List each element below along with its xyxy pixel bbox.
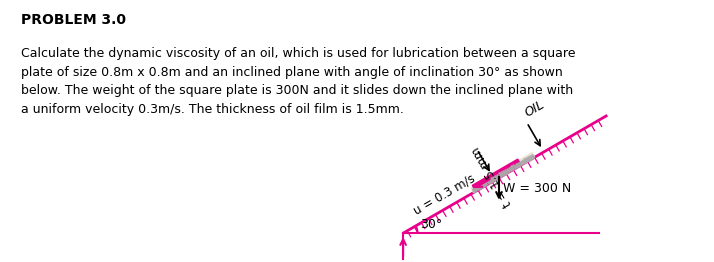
Polygon shape xyxy=(473,159,521,191)
Text: Calculate the dynamic viscosity of an oil, which is used for lubrication between: Calculate the dynamic viscosity of an oi… xyxy=(21,47,576,116)
Polygon shape xyxy=(471,153,535,193)
Text: u = 0.3 m/s: u = 0.3 m/s xyxy=(411,172,478,217)
Text: t = 1.5 mm: t = 1.5 mm xyxy=(470,144,515,209)
Text: PROBLEM 3.0: PROBLEM 3.0 xyxy=(21,13,126,27)
Text: 30°: 30° xyxy=(421,218,443,231)
Text: W = 300 N: W = 300 N xyxy=(503,182,571,195)
Text: OIL: OIL xyxy=(523,98,547,120)
